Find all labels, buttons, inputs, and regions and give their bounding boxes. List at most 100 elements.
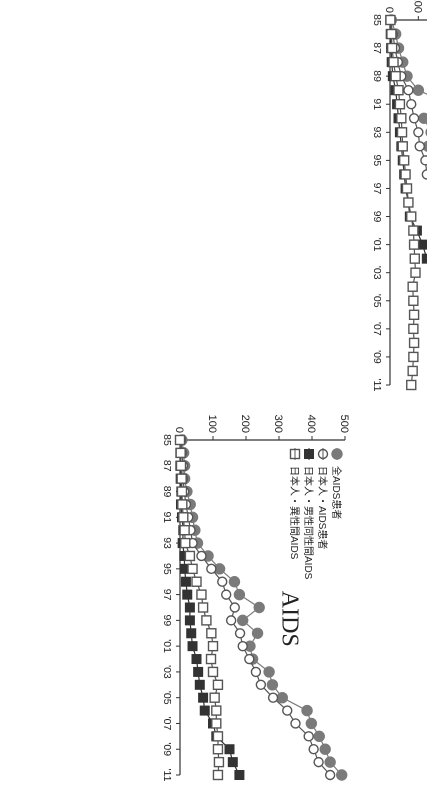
series-4 (385, 14, 421, 391)
data-point (408, 337, 420, 349)
x-tick-label: '09 (371, 350, 383, 364)
data-point (176, 486, 188, 497)
data-point (413, 127, 424, 138)
data-point (400, 169, 411, 180)
y-tick-label: 500 (338, 415, 350, 433)
data-point (403, 197, 414, 208)
y-tick-label: 200 (411, 0, 423, 13)
legend-label: 日本人・異性間AIDS (288, 466, 301, 560)
legend: 全AIDS患者日本人・AIDS患者日本人・男性同性間AIDS日本人・異性間AID… (288, 448, 343, 580)
data-point (197, 602, 209, 613)
data-point (408, 309, 420, 321)
data-point (407, 281, 418, 292)
data-point (186, 628, 197, 639)
y-tick-label: 0 (383, 7, 395, 13)
data-point (319, 743, 331, 755)
data-point (394, 99, 406, 110)
data-point (412, 84, 425, 96)
data-point (176, 473, 187, 484)
data-point (303, 731, 314, 742)
data-point (393, 84, 404, 96)
data-point (196, 589, 207, 600)
data-point (266, 679, 279, 691)
data-point (212, 744, 224, 755)
data-point (234, 628, 246, 639)
data-point (184, 615, 195, 626)
data-point (211, 705, 222, 716)
y-tick-label: 100 (206, 415, 218, 433)
data-point (180, 576, 191, 587)
data-point (207, 640, 219, 652)
data-point (211, 718, 222, 729)
data-point (221, 589, 232, 600)
data-point (250, 666, 262, 678)
x-tick-label: '11 (161, 769, 173, 782)
data-point (212, 769, 224, 781)
data-point (408, 351, 419, 363)
x-tick-label: 85 (371, 14, 383, 26)
x-tick-label: 99 (161, 615, 173, 627)
x-tick-label: 85 (161, 434, 173, 446)
data-point (386, 42, 398, 54)
data-point (184, 602, 195, 613)
series-4 (174, 434, 225, 781)
data-point (182, 589, 193, 600)
data-point (324, 756, 336, 768)
y-tick-label: 200 (239, 415, 251, 433)
plot-area: 0200400600800100012008587899193959799'01… (371, 0, 427, 392)
x-tick-label: 95 (161, 563, 173, 575)
x-tick-label: '05 (371, 294, 383, 308)
data-point (191, 576, 202, 587)
data-point (425, 126, 427, 139)
x-tick-label: 87 (161, 460, 173, 472)
x-tick-label: '03 (161, 665, 173, 679)
data-point (406, 379, 417, 391)
data-point (227, 757, 238, 768)
x-tick-label: '07 (371, 322, 383, 336)
legend-label: 日本人・男性同性間AIDS (302, 466, 315, 580)
legend-label: 日本人・AIDS患者 (316, 466, 329, 549)
x-tick-label: '03 (371, 266, 383, 280)
data-point (199, 705, 210, 716)
data-point (390, 70, 401, 82)
x-tick-label: 97 (371, 183, 383, 195)
x-tick-label: 89 (161, 486, 173, 498)
data-point (408, 113, 420, 124)
x-tick-label: '09 (161, 742, 173, 756)
data-point (417, 239, 427, 250)
data-point (207, 666, 219, 678)
data-point (308, 744, 319, 755)
chart-title: AIDS (276, 591, 302, 647)
data-point (301, 704, 313, 717)
data-point (410, 267, 421, 278)
data-point (421, 253, 427, 264)
data-point (206, 628, 217, 639)
data-point (228, 576, 241, 588)
data-point (237, 640, 248, 652)
y-tick-label: 0 (173, 427, 185, 433)
data-point (229, 602, 240, 613)
x-tick-label: '11 (371, 379, 383, 392)
data-point (198, 692, 209, 703)
data-point (408, 225, 419, 236)
plot-area: 0 100 200 300 400 500 85 87 89 91 93 95 97 99 '01 '03 '0… (161, 415, 350, 782)
data-point (276, 691, 288, 704)
data-point (398, 155, 410, 166)
aids-panel: 0 100 200 300 400 500 85 87 89 91 93 95 97 99 '01 '03 '0… (161, 415, 350, 782)
data-point (407, 365, 418, 377)
data-point (180, 537, 191, 549)
data-point (174, 434, 186, 446)
data-point (421, 169, 427, 180)
y-tick-label: 400 (305, 415, 317, 433)
hiv-panel: 0200400600800100012008587899193959799'01… (371, 0, 427, 392)
data-point (414, 141, 425, 152)
data-point (313, 756, 324, 768)
data-point (388, 56, 399, 68)
x-tick-label: 91 (161, 511, 173, 523)
data-point (406, 99, 417, 110)
data-point (409, 253, 420, 264)
data-point (418, 112, 427, 124)
data-point (175, 447, 186, 459)
x-tick-label: 87 (371, 42, 383, 54)
